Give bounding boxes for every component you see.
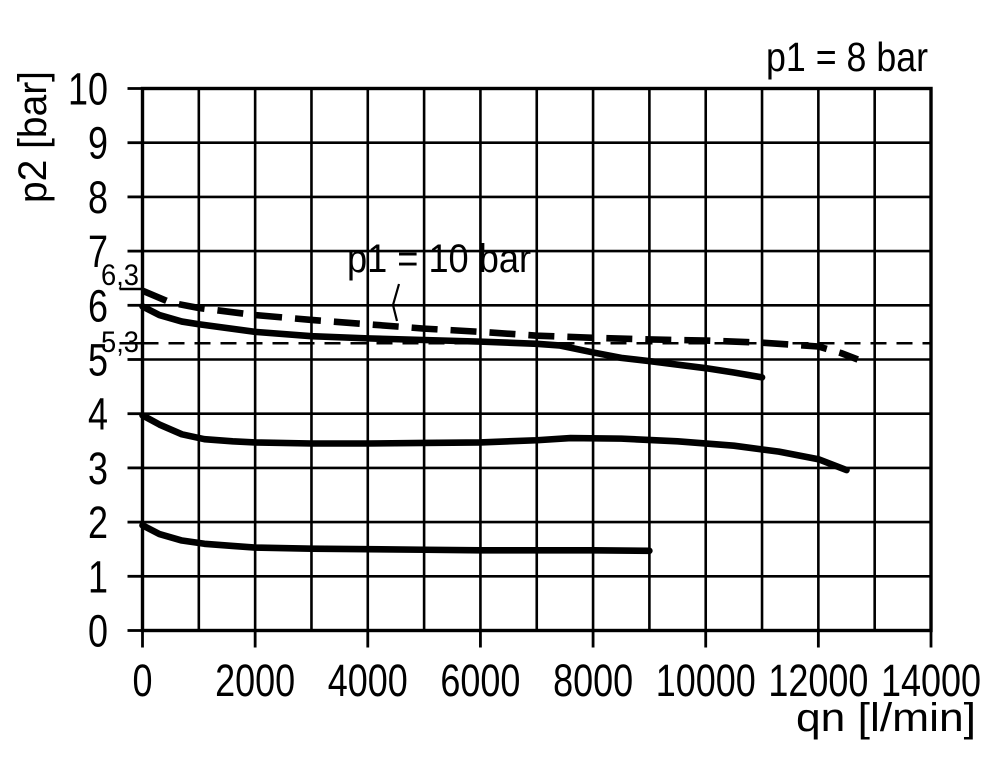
curve-p1-8-bar-middle-setting — [139, 412, 850, 474]
y-tick-label: 1 — [88, 551, 108, 602]
y-tick-label: 3 — [88, 443, 108, 494]
data-curves — [139, 287, 859, 555]
y-axis-label: p2 [bar] — [11, 71, 55, 203]
x-tick-label: 12000 — [768, 655, 868, 706]
y-tick-label: 9 — [88, 118, 108, 169]
y-tick-label: 4 — [88, 389, 108, 440]
x-tick-label: 0 — [133, 655, 153, 706]
x-tick-label: 2000 — [215, 655, 295, 706]
curve-p1-10-bar — [141, 287, 859, 363]
x-axis-label: qn [l/min] — [796, 696, 976, 740]
grid-lines — [141, 87, 933, 632]
y-tick-label: 6 — [88, 280, 108, 331]
setpoint-label-6-3: 6,3 — [101, 259, 139, 292]
axis-tick-labels: 0 2000 4000 6000 8000 10000 12000 1400001234567… — [68, 64, 981, 707]
y-tick-label: 5 — [88, 335, 108, 386]
x-tick-label: 14000 — [881, 655, 981, 706]
annotation-label: p1 = 10 bar — [347, 237, 531, 281]
y-tick-label: 2 — [88, 497, 108, 548]
y-tick-label: 7 — [88, 226, 108, 277]
curve-p1-8-bar-upper-setting — [139, 303, 766, 381]
curve-p1-8-bar-lower-setting — [139, 522, 653, 555]
y-tick-label: 0 — [88, 606, 108, 657]
x-tick-label: 8000 — [553, 655, 633, 706]
chart-title: p1 = 8 bar — [766, 34, 928, 80]
axis-ticks — [119, 87, 933, 648]
annotation-leader-line — [391, 283, 401, 322]
setpoint-label-5-3: 5,3 — [101, 326, 139, 359]
x-tick-label: 4000 — [328, 655, 408, 706]
y-tick-label: 8 — [88, 172, 108, 223]
x-tick-label: 6000 — [440, 655, 520, 706]
x-tick-label: 10000 — [656, 655, 756, 706]
y-tick-label: 10 — [68, 64, 108, 115]
